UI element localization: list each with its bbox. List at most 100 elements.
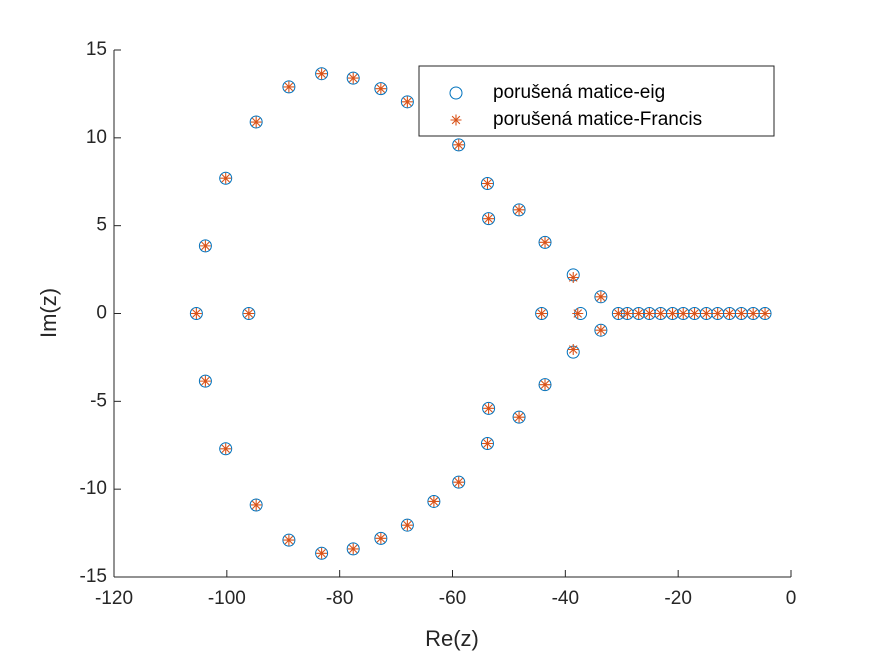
y-tick-label: 0 [96, 303, 107, 324]
francis-point [567, 271, 579, 283]
legend-marker-asterisk [450, 114, 462, 126]
axis-ticks: -120 -100 -80 -60 -40 -20 0 -15 -10 -5 0 5 10 15 [80, 39, 797, 609]
y-tick-label: 15 [86, 39, 107, 60]
francis-point [283, 534, 295, 546]
eig-point [219, 442, 233, 456]
x-tick-label: -80 [326, 588, 353, 609]
x-tick-label: -20 [664, 588, 691, 609]
francis-point [483, 213, 495, 225]
eig-point [282, 533, 296, 547]
francis-point [735, 308, 747, 319]
eig-point [512, 410, 526, 424]
francis-point [199, 375, 211, 387]
eig-point [315, 546, 329, 560]
francis-point [677, 308, 689, 319]
legend-marker-circle [449, 86, 463, 100]
francis-point [655, 308, 667, 319]
y-tick-label: 10 [86, 127, 107, 148]
y-tick-label: 5 [96, 215, 107, 236]
y-tick-label: -10 [80, 478, 107, 499]
legend-asterisk-marker [450, 114, 462, 126]
eig-point [512, 203, 526, 217]
francis-point [316, 547, 328, 559]
eig-point [346, 542, 360, 556]
francis-point [453, 476, 465, 488]
francis-point [347, 543, 359, 555]
x-tick-label: -60 [439, 588, 466, 609]
francis-point [513, 411, 525, 423]
francis-point [481, 437, 493, 449]
francis-point [250, 499, 262, 511]
eig-point [374, 531, 388, 545]
eig-point [249, 498, 263, 512]
y-tick-label: -15 [80, 566, 107, 587]
francis-point [190, 308, 202, 319]
francis-point [199, 240, 211, 252]
eig-point [480, 436, 494, 450]
francis-point [481, 178, 493, 190]
y-axis-label: Im(z) [36, 288, 61, 338]
francis-point [220, 172, 232, 184]
eig-point [400, 95, 414, 109]
x-tick-label: -40 [552, 588, 579, 609]
francis-point [316, 68, 328, 80]
eig-point [594, 323, 608, 337]
francis-point [220, 443, 232, 455]
francis-point [595, 324, 607, 336]
legend-box [418, 65, 775, 137]
francis-point [428, 495, 440, 507]
eig-point [346, 71, 360, 85]
francis-point [621, 308, 633, 319]
eig-point [594, 290, 608, 304]
francis-point [375, 83, 387, 95]
francis-point [667, 308, 679, 319]
eig-point [198, 239, 212, 253]
eig-point [400, 518, 414, 532]
x-tick-label: -120 [95, 588, 133, 609]
eig-point [374, 82, 388, 96]
francis-point [539, 236, 551, 248]
eig-point [219, 171, 233, 185]
x-tick-label: -100 [208, 588, 246, 609]
francis-point [643, 308, 655, 319]
eig-point [758, 307, 772, 320]
eig-point [427, 494, 441, 508]
francis-point [724, 308, 736, 319]
francis-point [539, 379, 551, 391]
legend-entry-eig: porušená matice-eig [493, 82, 665, 103]
eig-point [482, 212, 496, 226]
eig-point [282, 80, 296, 94]
francis-point [747, 308, 759, 319]
eig-point [538, 378, 552, 392]
eig-point [482, 401, 496, 415]
francis-point [283, 81, 295, 93]
francis-point [612, 308, 624, 319]
francis-point [347, 72, 359, 84]
francis-point [453, 139, 465, 151]
eig-point [189, 307, 203, 320]
francis-point [375, 532, 387, 544]
francis-point [250, 116, 262, 128]
eig-point [452, 138, 466, 152]
francis-point [689, 308, 701, 319]
eig-point [452, 475, 466, 489]
francis-point [483, 402, 495, 414]
francis-point [401, 519, 413, 531]
x-axis-label: Re(z) [425, 626, 479, 651]
eig-point [538, 235, 552, 249]
legend: porušená matice-eig porušená matice-Fran… [418, 65, 775, 137]
eig-point [480, 177, 494, 191]
francis-point [759, 308, 771, 319]
francis-point [572, 308, 584, 319]
legend-circle-marker [449, 86, 463, 100]
y-tick-label: -5 [90, 390, 107, 411]
eig-point [249, 115, 263, 129]
francis-point [700, 308, 712, 319]
legend-entry-francis: porušená matice-Francis [493, 109, 702, 130]
eig-point [242, 307, 256, 320]
francis-point [567, 344, 579, 356]
francis-point [712, 308, 724, 319]
francis-point [401, 96, 413, 108]
eig-point [535, 307, 549, 320]
